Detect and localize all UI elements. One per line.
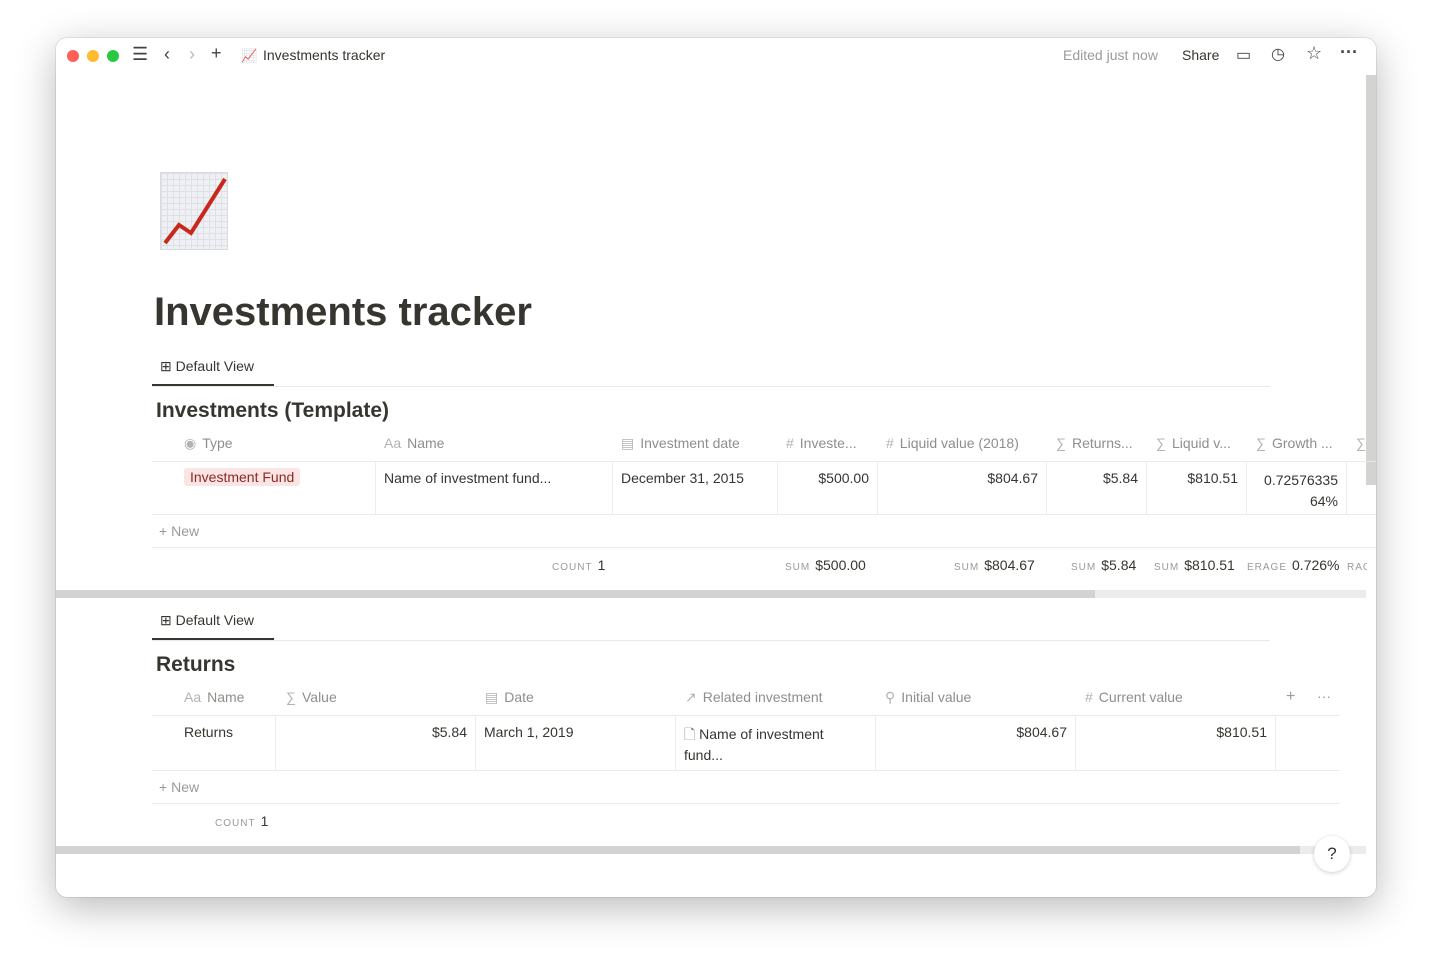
database-title[interactable]: Investments (Template) bbox=[156, 399, 389, 422]
page-title[interactable]: Investments tracker bbox=[154, 290, 532, 334]
column-type-icon: Aa bbox=[384, 435, 402, 451]
column-header-initial-value[interactable]: ⚲ Initial value bbox=[885, 689, 972, 705]
share-button[interactable]: Share bbox=[1182, 47, 1220, 63]
column-header-related-investment[interactable]: ↗ Related investment bbox=[685, 689, 823, 705]
horizontal-scrollbar-2[interactable] bbox=[56, 846, 1366, 854]
column-type-icon: ↗ bbox=[685, 689, 697, 705]
column-header-type[interactable]: ◉ Type bbox=[184, 435, 233, 451]
footer-sum-liquid[interactable]: SUM $810.51 bbox=[1154, 557, 1235, 573]
table-icon: ⊞ bbox=[160, 612, 176, 628]
chart-increasing-icon[interactable] bbox=[160, 172, 228, 250]
cell-name[interactable]: Name of investment fund... bbox=[376, 461, 613, 514]
column-type-icon: ∑ bbox=[286, 689, 296, 705]
column-type-icon: ▤ bbox=[485, 689, 499, 705]
cell-value[interactable]: $5.84 bbox=[276, 715, 476, 770]
column-header-name[interactable]: Aa Name bbox=[384, 435, 445, 451]
horizontal-scrollbar-1[interactable] bbox=[56, 590, 1366, 598]
column-header-value[interactable]: ∑ Value bbox=[286, 689, 337, 705]
column-type-icon: # bbox=[886, 435, 894, 451]
column-type-icon: # bbox=[1085, 689, 1093, 705]
footer-count[interactable]: COUNT 1 bbox=[552, 557, 606, 573]
tab-default-view-returns[interactable]: ⊞ Default View bbox=[152, 602, 274, 640]
column-header-liquid-value-2018-[interactable]: # Liquid value (2018) bbox=[886, 435, 1019, 451]
back-icon[interactable]: ‹ bbox=[164, 44, 170, 64]
column-type-icon: ⚲ bbox=[885, 689, 896, 705]
column-header-liquid-v-[interactable]: ∑ Liquid v... bbox=[1156, 435, 1231, 451]
edited-status: Edited just now bbox=[1063, 47, 1158, 63]
minimize-window-button[interactable] bbox=[87, 50, 99, 62]
cell-date[interactable]: March 1, 2019 bbox=[476, 715, 676, 770]
vertical-scrollbar[interactable] bbox=[1366, 75, 1376, 485]
star-icon[interactable]: ☆ bbox=[1306, 43, 1323, 63]
breadcrumb-page[interactable]: Investments tracker bbox=[263, 47, 386, 63]
help-button[interactable]: ? bbox=[1314, 836, 1350, 872]
type-tag: Investment Fund bbox=[184, 468, 301, 486]
column-type-icon: Aa bbox=[184, 689, 202, 705]
cell-date[interactable]: December 31, 2015 bbox=[613, 461, 778, 514]
column-header-returns-[interactable]: ∑ Returns... bbox=[1056, 435, 1133, 451]
column-type-icon: ◉ bbox=[184, 435, 197, 451]
cell-invested[interactable]: $500.00 bbox=[778, 461, 878, 514]
cell-initial-value[interactable]: $804.67 bbox=[876, 715, 1076, 770]
footer-count-returns[interactable]: COUNT 1 bbox=[215, 813, 269, 829]
footer-sum-invested[interactable]: SUM $500.00 bbox=[785, 557, 866, 573]
table-icon: ⊞ bbox=[160, 358, 176, 374]
footer-cut: RAG bbox=[1347, 562, 1367, 573]
zoom-window-button[interactable] bbox=[107, 50, 119, 62]
tab-default-view[interactable]: ⊞ Default View bbox=[152, 348, 274, 386]
footer-average-growth[interactable]: ERAGE 0.726% bbox=[1247, 557, 1340, 573]
more-options-icon[interactable]: ··· bbox=[1317, 688, 1331, 704]
column-type-icon: ∑ bbox=[1256, 435, 1266, 451]
cell-returns[interactable]: $5.84 bbox=[1047, 461, 1147, 514]
close-window-button[interactable] bbox=[67, 50, 79, 62]
cell-liquid-2018[interactable]: $804.67 bbox=[878, 461, 1047, 514]
column-type-icon: # bbox=[786, 435, 794, 451]
more-icon[interactable]: ··· bbox=[1340, 42, 1358, 62]
database-title-returns[interactable]: Returns bbox=[156, 653, 236, 676]
cell-type[interactable]: Investment Fund bbox=[152, 461, 376, 514]
add-column-icon[interactable]: + bbox=[1286, 688, 1296, 705]
column-type-icon: ∑ bbox=[1056, 435, 1066, 451]
column-type-icon: ∑ bbox=[1156, 435, 1166, 451]
column-header-investment-date[interactable]: ▤ Investment date bbox=[621, 435, 740, 451]
cell-growth[interactable]: 0.72576335 64% bbox=[1247, 461, 1347, 514]
comment-icon[interactable]: ▭ bbox=[1236, 47, 1252, 64]
column-type-icon: ∑ bbox=[1356, 435, 1366, 451]
new-row-button-returns[interactable]: + New bbox=[159, 779, 200, 795]
forward-icon[interactable]: › bbox=[189, 44, 195, 64]
new-row-button[interactable]: + New bbox=[159, 523, 200, 539]
column-header-date[interactable]: ▤ Date bbox=[485, 689, 534, 705]
cell-liquid[interactable]: $810.51 bbox=[1147, 461, 1247, 514]
column-type-icon: ▤ bbox=[621, 435, 635, 451]
column-header-name[interactable]: Aa Name bbox=[184, 689, 245, 705]
menu-icon[interactable]: ☰ bbox=[132, 44, 149, 64]
cell-related-investment[interactable]: 🗋 Name of investment fund... bbox=[676, 715, 876, 770]
app-window: ☰ ‹ › + 📈 Investments tracker Edited jus… bbox=[56, 38, 1376, 897]
new-page-icon[interactable]: + bbox=[211, 43, 222, 63]
cell-name[interactable]: Returns bbox=[152, 715, 276, 770]
footer-sum-liquid-2018[interactable]: SUM $804.67 bbox=[954, 557, 1035, 573]
footer-sum-returns[interactable]: SUM $5.84 bbox=[1071, 557, 1137, 573]
column-header-current-value[interactable]: # Current value bbox=[1085, 689, 1183, 705]
cell-current-value[interactable]: $810.51 bbox=[1076, 715, 1276, 770]
column-header-growth-[interactable]: ∑ Growth ... bbox=[1256, 435, 1333, 451]
history-icon[interactable]: ◷ bbox=[1271, 46, 1285, 63]
page-icon-small: 📈 bbox=[241, 48, 258, 63]
column-header-investe-[interactable]: # Investe... bbox=[786, 435, 857, 451]
page-icon: 🗋 bbox=[684, 726, 700, 742]
column-header-more[interactable]: ∑ bbox=[1356, 435, 1368, 451]
